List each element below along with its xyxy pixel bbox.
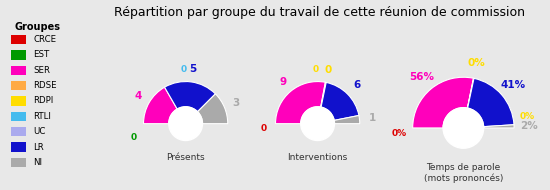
Text: 0%: 0%	[468, 59, 486, 68]
Text: 0%: 0%	[391, 129, 406, 138]
Text: 2%: 2%	[520, 121, 538, 131]
Text: RDSE: RDSE	[34, 81, 57, 90]
Text: 0: 0	[130, 133, 136, 142]
Circle shape	[301, 107, 334, 140]
Circle shape	[443, 108, 483, 148]
Text: 1: 1	[368, 113, 376, 123]
Wedge shape	[197, 94, 228, 124]
Wedge shape	[321, 82, 326, 107]
FancyBboxPatch shape	[11, 35, 26, 44]
Wedge shape	[412, 77, 474, 128]
Text: CRCE: CRCE	[34, 35, 57, 44]
Wedge shape	[334, 116, 360, 124]
Text: 56%: 56%	[409, 72, 434, 82]
Circle shape	[169, 107, 202, 140]
FancyBboxPatch shape	[11, 112, 26, 121]
Wedge shape	[321, 82, 359, 120]
Text: SER: SER	[34, 66, 51, 75]
Text: 3: 3	[233, 98, 240, 108]
Text: Groupes: Groupes	[15, 22, 61, 32]
Wedge shape	[468, 78, 514, 127]
Text: RDPI: RDPI	[34, 97, 54, 105]
Text: 4: 4	[135, 91, 142, 101]
Text: Temps de parole
(mots prononcés): Temps de parole (mots prononcés)	[424, 163, 503, 183]
Text: 0: 0	[261, 124, 267, 133]
Text: NI: NI	[34, 158, 42, 167]
Text: 9: 9	[279, 77, 286, 86]
Wedge shape	[144, 87, 177, 124]
Text: 41%: 41%	[500, 80, 526, 90]
Wedge shape	[468, 78, 474, 108]
FancyBboxPatch shape	[11, 96, 26, 106]
FancyBboxPatch shape	[11, 50, 26, 59]
FancyBboxPatch shape	[11, 81, 26, 90]
Text: 0%: 0%	[520, 112, 535, 121]
Text: UC: UC	[34, 127, 46, 136]
Text: 0: 0	[313, 65, 319, 74]
Text: Présents: Présents	[166, 153, 205, 162]
Wedge shape	[276, 82, 326, 124]
Wedge shape	[164, 82, 216, 112]
FancyBboxPatch shape	[11, 142, 26, 152]
Wedge shape	[483, 125, 514, 128]
Text: 6: 6	[353, 80, 360, 90]
Text: LR: LR	[34, 143, 44, 152]
Text: Répartition par groupe du travail de cette réunion de commission: Répartition par groupe du travail de cet…	[113, 6, 525, 19]
FancyBboxPatch shape	[11, 66, 26, 75]
Wedge shape	[412, 77, 514, 128]
Text: Interventions: Interventions	[288, 153, 348, 162]
Text: 5: 5	[189, 64, 196, 74]
Wedge shape	[144, 82, 228, 124]
FancyBboxPatch shape	[11, 127, 26, 136]
Text: EST: EST	[34, 50, 50, 59]
Text: 0: 0	[181, 65, 187, 74]
Wedge shape	[276, 82, 360, 124]
FancyBboxPatch shape	[11, 158, 26, 167]
Text: RTLI: RTLI	[34, 112, 51, 121]
Text: 0: 0	[324, 65, 332, 75]
